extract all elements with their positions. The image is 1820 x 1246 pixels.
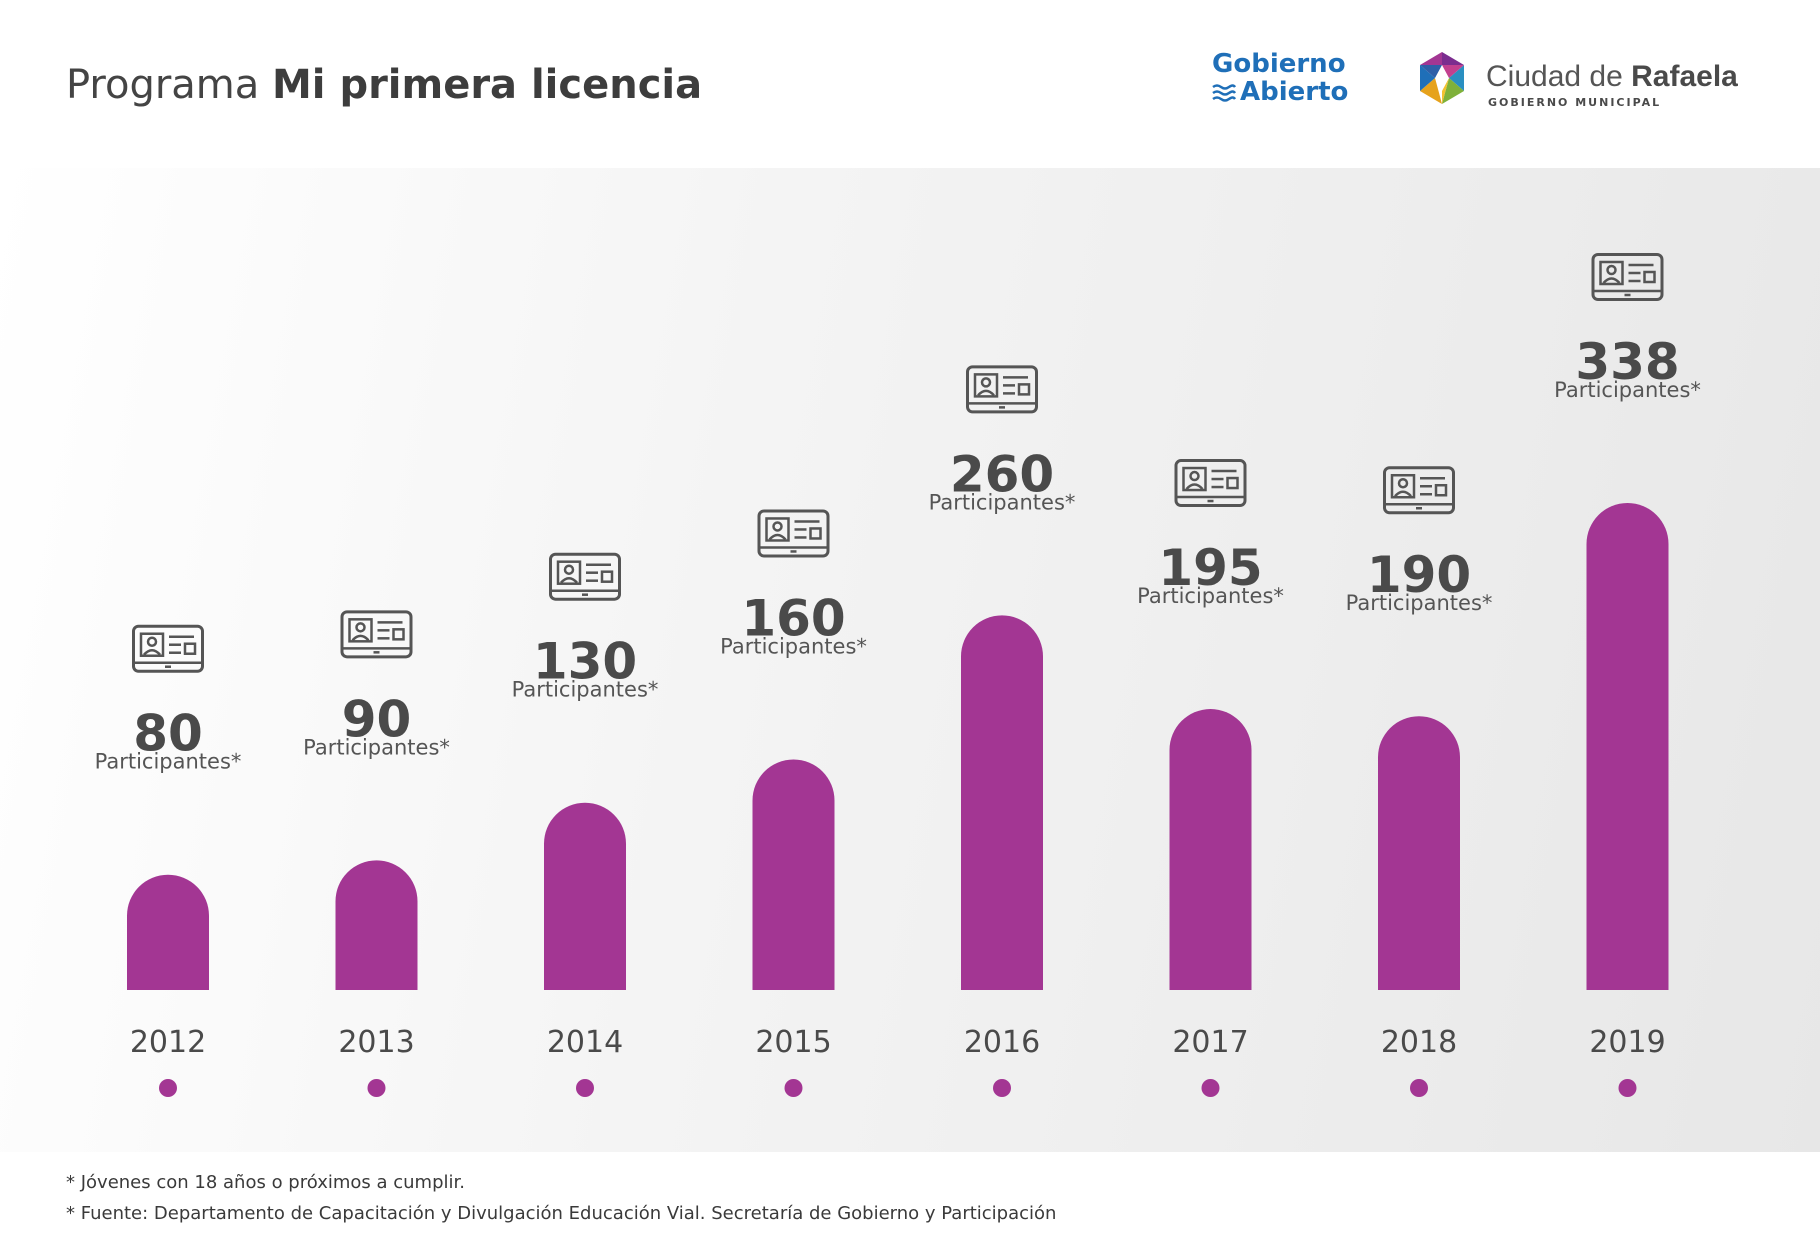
bar-2015 [752, 759, 835, 990]
bar-2018 [1378, 716, 1460, 990]
year-label-2015: 2015 [755, 1025, 831, 1060]
participants-caption-2015: Participantes* [720, 634, 867, 658]
waves-icon [1212, 84, 1236, 102]
participants-caption-2014: Participantes* [512, 678, 659, 702]
rafaela-bold: Rafaela [1631, 60, 1738, 93]
value-label-2018: 190 [1367, 546, 1471, 604]
participants-caption-2018: Participantes* [1346, 591, 1493, 615]
bar-2019 [1586, 503, 1669, 990]
gobierno-abierto-line1: Gobierno [1212, 49, 1346, 79]
value-label-2015: 160 [741, 589, 845, 647]
bar-2016 [961, 615, 1043, 990]
header: Programa Mi primera licencia Gobierno Ab… [0, 0, 1820, 168]
year-dot-2012 [159, 1079, 177, 1097]
value-label-2017: 195 [1158, 539, 1262, 597]
title-light: Programa [66, 62, 272, 108]
gobierno-abierto-logo: Gobierno Abierto [1212, 50, 1362, 106]
id-card-icon [340, 610, 413, 659]
bar-2017 [1169, 709, 1252, 990]
value-label-2014: 130 [533, 633, 637, 691]
participants-caption-2013: Participantes* [303, 735, 450, 759]
year-label-2018: 2018 [1381, 1025, 1457, 1060]
value-label-2019: 338 [1575, 333, 1679, 391]
ciudad-de-rafaela-logo: Ciudad de Rafaela GOBIERNO MUNICIPAL [1412, 48, 1738, 112]
page-title: Programa Mi primera licencia [66, 62, 702, 108]
year-label-2012: 2012 [130, 1025, 206, 1060]
bar-2014 [544, 802, 626, 990]
id-card-icon [966, 365, 1038, 414]
year-dot-2015 [784, 1079, 803, 1097]
year-label-2019: 2019 [1589, 1025, 1665, 1060]
year-label-2016: 2016 [964, 1025, 1040, 1060]
gobierno-abierto-line2-wrap: Abierto [1212, 78, 1362, 106]
year-label-2013: 2013 [338, 1025, 414, 1060]
participants-caption-2016: Participantes* [929, 490, 1076, 514]
bar-2012 [127, 874, 209, 990]
footnote-age: * Jóvenes con 18 años o próximos a cumpl… [66, 1172, 465, 1193]
title-bold: Mi primera licencia [272, 62, 703, 108]
footnote-source: * Fuente: Departamento de Capacitación y… [66, 1203, 1057, 1224]
id-card-icon [1591, 253, 1664, 301]
value-label-2012: 80 [133, 705, 203, 763]
year-dot-2016 [993, 1079, 1011, 1097]
footnotes: * Jóvenes con 18 años o próximos a cumpl… [66, 1172, 1056, 1234]
id-card-icon [757, 509, 830, 558]
participants-caption-2019: Participantes* [1554, 378, 1701, 402]
year-dot-2014 [576, 1079, 594, 1097]
year-dot-2017 [1201, 1079, 1220, 1097]
value-label-2013: 90 [342, 690, 412, 748]
year-label-2017: 2017 [1172, 1025, 1248, 1060]
value-label-2016: 260 [950, 445, 1054, 503]
year-dot-2019 [1618, 1079, 1637, 1097]
participants-caption-2017: Participantes* [1137, 584, 1284, 608]
year-dot-2013 [367, 1079, 386, 1097]
year-label-2014: 2014 [547, 1025, 623, 1060]
gobierno-abierto-line2: Abierto [1240, 77, 1349, 107]
id-card-icon [1174, 459, 1247, 508]
participants-bar-chart: Participantes*802012Participantes*902013… [95, 253, 1701, 1097]
id-card-icon [549, 552, 621, 601]
bar-2013 [335, 860, 418, 990]
year-dot-2018 [1410, 1079, 1428, 1097]
rafaela-name: Ciudad de Rafaela [1486, 60, 1738, 94]
id-card-icon [1383, 466, 1455, 515]
id-card-icon [132, 624, 204, 673]
participants-caption-2012: Participantes* [95, 750, 242, 774]
chart-panel: Participantes* 80 2012 Participantes* 90 2013… [0, 168, 1820, 1152]
rafaela-subtitle: GOBIERNO MUNICIPAL [1488, 96, 1662, 109]
rafaela-light: Ciudad de [1486, 60, 1632, 93]
hexagon-logo-icon [1420, 52, 1464, 104]
